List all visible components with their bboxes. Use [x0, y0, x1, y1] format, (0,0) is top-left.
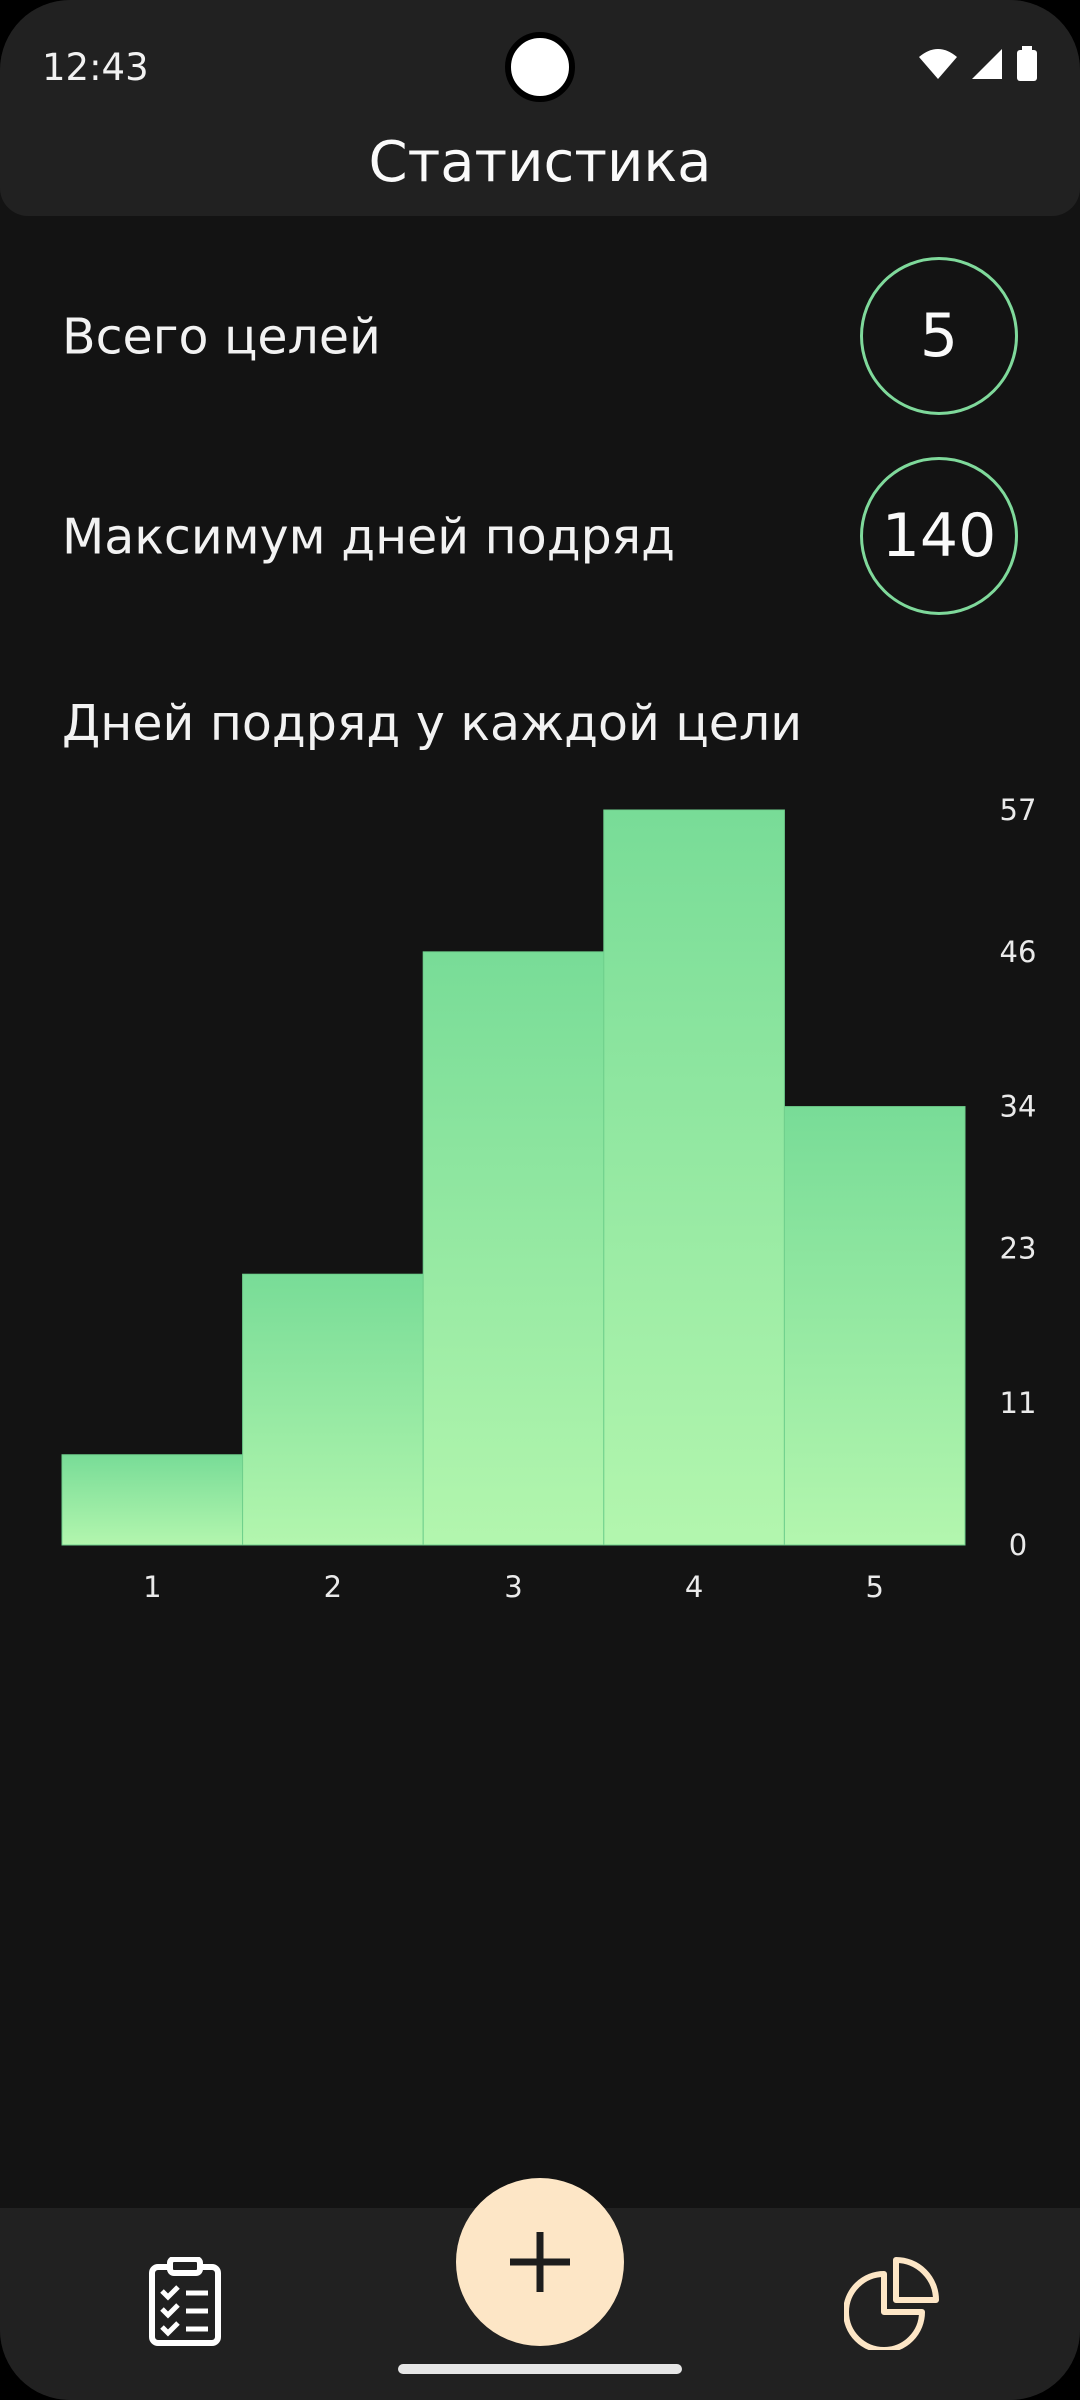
nav-goals-button[interactable] [133, 2250, 237, 2354]
home-indicator [398, 2364, 682, 2374]
stat-row-total-goals: Всего целей 5 [62, 257, 1018, 417]
y-tick-label: 57 [1000, 793, 1037, 827]
stat-label-max-streak: Максимум дней подряд [62, 508, 676, 566]
top-app-bar: 12:43 Статистика [0, 0, 1080, 216]
nav-statistics-button[interactable] [840, 2250, 944, 2354]
bar-1 [61, 1454, 244, 1546]
wifi-icon [919, 49, 957, 79]
clipboard-list-icon [149, 2257, 221, 2346]
stat-value-max-streak: 140 [860, 457, 1018, 615]
stat-row-max-streak: Максимум дней подряд 140 [62, 457, 1018, 617]
y-tick-label: 46 [1000, 935, 1037, 969]
stat-value-total-goals: 5 [860, 257, 1018, 415]
signal-icon [972, 49, 1002, 79]
bar-5 [783, 1106, 966, 1546]
x-tick-label: 1 [143, 1570, 161, 1604]
y-tick-label: 0 [1009, 1528, 1027, 1562]
battery-icon [1017, 46, 1037, 81]
y-tick-label: 34 [1000, 1090, 1037, 1124]
status-icons [918, 46, 1038, 82]
y-tick-label: 11 [1000, 1386, 1037, 1420]
camera-cutout [505, 32, 575, 102]
status-time: 12:43 [42, 46, 149, 89]
x-tick-label: 3 [504, 1570, 522, 1604]
plus-icon [510, 2232, 570, 2292]
add-goal-button[interactable] [456, 2178, 624, 2346]
x-tick-label: 5 [865, 1570, 883, 1604]
page-title: Статистика [368, 130, 712, 195]
bar-3 [422, 951, 605, 1546]
chart-title: Дней подряд у каждой цели [62, 695, 803, 752]
x-tick-label: 4 [685, 1570, 703, 1604]
bar-4 [603, 809, 785, 1546]
stat-label-total-goals: Всего целей [62, 308, 381, 366]
x-tick-label: 2 [324, 1570, 342, 1604]
y-tick-label: 23 [1000, 1231, 1037, 1265]
pie-chart-icon [844, 2257, 939, 2350]
bar-2 [242, 1273, 424, 1546]
